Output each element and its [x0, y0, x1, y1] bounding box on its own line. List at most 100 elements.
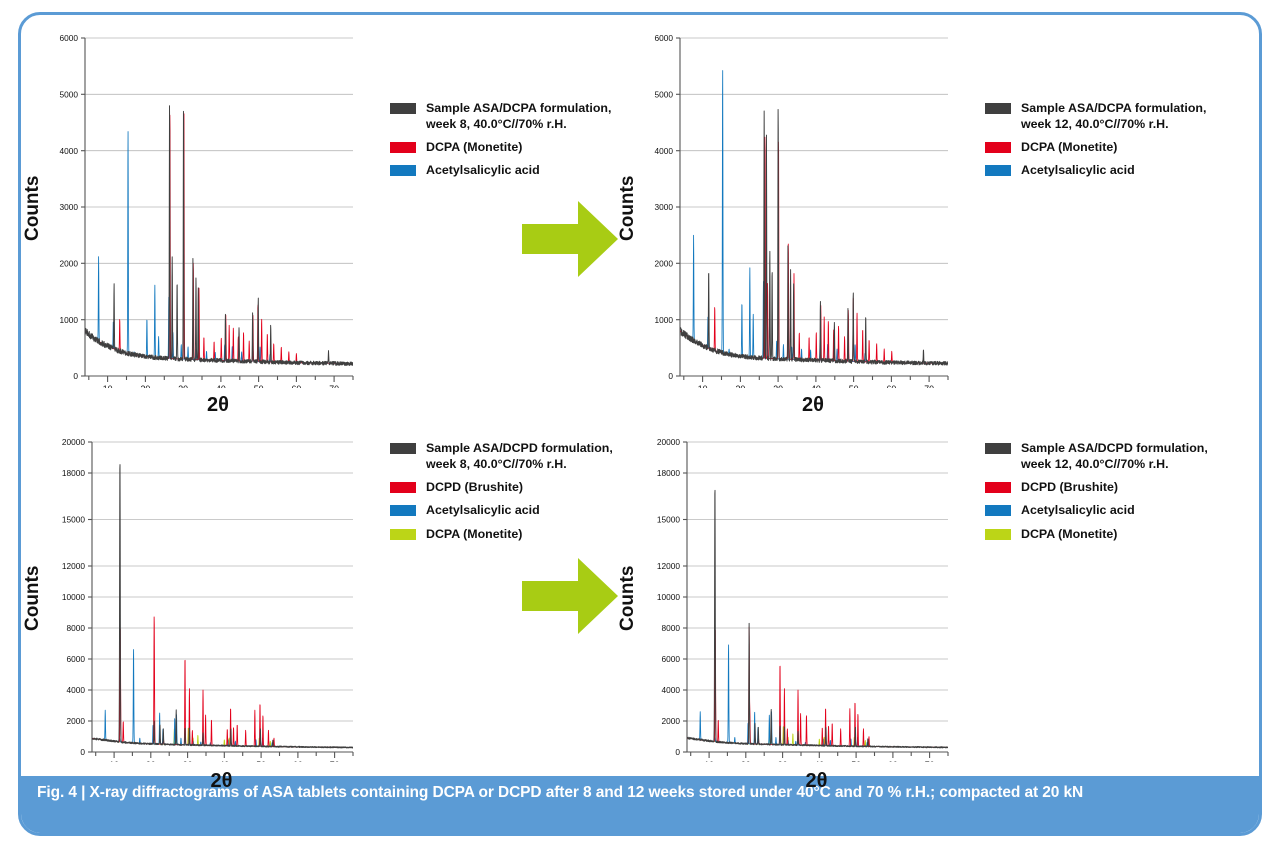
chart-panel-bottom-right: 0 2000 4000 6000 8000 10000 12000 15000 18000 200… [625, 432, 955, 762]
svg-text:18000: 18000 [657, 468, 680, 478]
legend-dcpa-label: DCPA (Monetite) [426, 140, 523, 155]
svg-text:6000: 6000 [655, 33, 674, 43]
legend-asa-label: Acetylsalicylic acid [1021, 163, 1135, 178]
y-axis-label: Counts [22, 565, 43, 631]
chart-panel-bottom-left: 0 2000 4000 6000 8000 10000 12000 15000 18000 200… [30, 432, 360, 762]
figure-frame [18, 12, 1262, 836]
legend-sample-swatch [390, 103, 416, 114]
svg-text:50: 50 [849, 384, 859, 388]
legend-sample-label: Sample ASA/DCPA formulation, week 12, 40… [1021, 101, 1207, 132]
green-right-arrow-top [520, 198, 620, 280]
svg-text:2000: 2000 [67, 716, 86, 726]
svg-text:30: 30 [778, 760, 788, 762]
legend-sample: Sample ASA/DCPA formulation, week 12, 40… [985, 100, 1235, 132]
x-axis-label: 2θ [805, 770, 828, 792]
svg-text:10: 10 [103, 384, 113, 388]
svg-text:10: 10 [704, 760, 714, 762]
legend-sample: Sample ASA/DCPD formulation, week 8, 40.… [390, 440, 630, 472]
legend-dcpa-swatch [390, 528, 416, 540]
legend-sample-swatch [390, 443, 416, 454]
legend-top-left: Sample ASA/DCPA formulation, week 8, 40.… [390, 100, 630, 186]
legend-top-right: Sample ASA/DCPA formulation, week 12, 40… [985, 100, 1235, 186]
svg-text:6000: 6000 [67, 654, 86, 664]
svg-text:70: 70 [924, 384, 934, 388]
legend-asa-label: Acetylsalicylic acid [426, 163, 540, 178]
svg-text:40: 40 [219, 760, 229, 762]
legend-sample-label: Sample ASA/DCPA formulation, week 8, 40.… [426, 101, 612, 132]
svg-text:30: 30 [183, 760, 193, 762]
arrow-shape [522, 201, 618, 277]
legend-asa: Acetylsalicylic acid [985, 502, 1235, 518]
svg-text:12000: 12000 [657, 561, 680, 571]
svg-text:12000: 12000 [62, 561, 85, 571]
legend-dcpa-swatch [985, 142, 1011, 154]
svg-text:20: 20 [146, 760, 156, 762]
svg-text:15000: 15000 [657, 515, 680, 525]
svg-text:40: 40 [811, 384, 821, 388]
legend-dcpd-label: DCPD (Brushite) [1021, 480, 1119, 495]
svg-text:40: 40 [216, 384, 226, 388]
legend-asa-label: Acetylsalicylic acid [1021, 503, 1135, 518]
svg-text:0: 0 [675, 747, 680, 757]
svg-text:15000: 15000 [62, 515, 85, 525]
legend-dcpd-label: DCPD (Brushite) [426, 480, 524, 495]
svg-text:1000: 1000 [60, 315, 79, 325]
y-axis-label: Counts [617, 175, 638, 241]
svg-text:0: 0 [73, 371, 78, 381]
legend-sample: Sample ASA/DCPA formulation, week 8, 40.… [390, 100, 630, 132]
svg-text:20: 20 [736, 384, 746, 388]
figure-caption-text: Fig. 4 | X-ray diffractograms of ASA tab… [37, 784, 1084, 801]
svg-text:20: 20 [141, 384, 151, 388]
svg-text:8000: 8000 [662, 623, 681, 633]
legend-asa-label: Acetylsalicylic acid [426, 503, 540, 518]
legend-dcpd: DCPD (Brushite) [985, 479, 1235, 495]
svg-text:50: 50 [254, 384, 264, 388]
svg-text:4000: 4000 [655, 146, 674, 156]
arrow-shape [522, 558, 618, 634]
svg-text:50: 50 [851, 760, 861, 762]
legend-dcpa-label: DCPA (Monetite) [1021, 526, 1118, 541]
y-axis-label: Counts [22, 175, 43, 241]
svg-text:4000: 4000 [67, 685, 86, 695]
svg-text:18000: 18000 [62, 468, 85, 478]
legend-dcpd-swatch [390, 482, 416, 494]
legend-asa-swatch [390, 505, 416, 517]
green-right-arrow-bottom [520, 555, 620, 637]
legend-dcpa-swatch [985, 528, 1011, 540]
legend-sample-label: Sample ASA/DCPD formulation, week 12, 40… [1021, 441, 1208, 472]
svg-text:3000: 3000 [60, 202, 79, 212]
svg-text:2000: 2000 [60, 259, 79, 269]
svg-text:20000: 20000 [657, 437, 680, 447]
svg-text:2000: 2000 [655, 259, 674, 269]
legend-dcpa: DCPA (Monetite) [390, 139, 630, 155]
legend-sample-label: Sample ASA/DCPD formulation, week 8, 40.… [426, 441, 613, 472]
legend-asa-swatch [390, 165, 416, 177]
legend-asa-swatch [985, 505, 1011, 517]
svg-text:10000: 10000 [62, 592, 85, 602]
svg-text:40: 40 [814, 760, 824, 762]
x-axis-label: 2θ [210, 770, 233, 792]
svg-text:30: 30 [773, 384, 783, 388]
svg-text:5000: 5000 [60, 90, 79, 100]
svg-text:8000: 8000 [67, 623, 86, 633]
svg-text:50: 50 [256, 760, 266, 762]
svg-text:1000: 1000 [655, 315, 674, 325]
x-axis-label: 2θ [207, 394, 229, 416]
legend-dcpa-label: DCPA (Monetite) [1021, 140, 1118, 155]
svg-text:6000: 6000 [60, 33, 79, 43]
legend-dcpd-swatch [985, 482, 1011, 494]
svg-text:30: 30 [178, 384, 188, 388]
y-axis-label: Counts [617, 565, 638, 631]
legend-dcpa: DCPA (Monetite) [985, 526, 1235, 542]
svg-text:70: 70 [925, 760, 935, 762]
legend-dcpa: DCPA (Monetite) [985, 139, 1235, 155]
svg-text:70: 70 [329, 384, 339, 388]
legend-dcpa-swatch [390, 142, 416, 154]
svg-text:5000: 5000 [655, 90, 674, 100]
legend-dcpd: DCPD (Brushite) [390, 479, 630, 495]
svg-text:60: 60 [293, 760, 303, 762]
svg-text:60: 60 [888, 760, 898, 762]
svg-text:0: 0 [80, 747, 85, 757]
legend-asa: Acetylsalicylic acid [390, 162, 630, 178]
